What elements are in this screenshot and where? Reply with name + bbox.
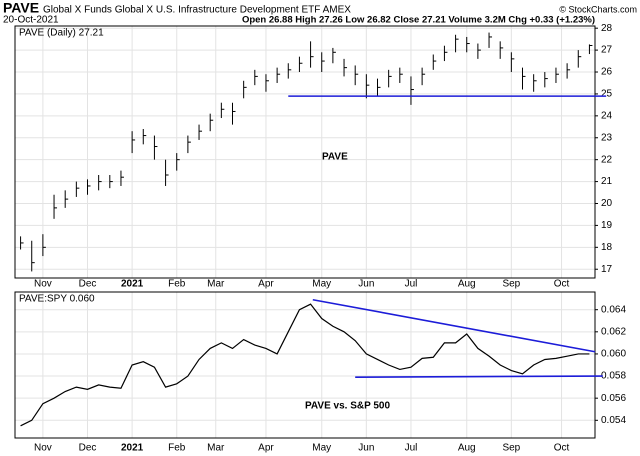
x-tick-label: 2021 <box>121 443 144 454</box>
y-tick-label: 0.060 <box>601 349 626 360</box>
y-tick-label: 19 <box>601 220 613 231</box>
x-tick-label: Sep <box>502 279 520 290</box>
y-tick-label: 17 <box>601 264 613 275</box>
x-tick-label: Nov <box>34 279 52 290</box>
plot-frame <box>14 25 596 279</box>
x-tick-label: Nov <box>34 443 52 454</box>
y-tick-label: 25 <box>601 89 613 100</box>
x-tick-label: Apr <box>258 279 274 290</box>
quote: Open 26.88 High 27.26 Low 26.82 Close 27… <box>242 15 595 26</box>
y-tick-label: 0.056 <box>601 393 626 404</box>
x-tick-label: May <box>312 279 331 290</box>
symbol: PAVE <box>3 0 39 16</box>
y-tick-label: 23 <box>601 132 613 143</box>
x-tick-label: Apr <box>258 443 274 454</box>
x-tick-label: Aug <box>458 279 476 290</box>
x-tick-label: Jul <box>405 279 418 290</box>
y-tick-label: 20 <box>601 198 613 209</box>
plot-frame <box>14 291 596 439</box>
x-tick-label: Mar <box>207 443 225 454</box>
x-tick-label: Oct <box>554 443 570 454</box>
annotation: PAVE vs. S&P 500 <box>305 401 390 412</box>
y-tick-label: 26 <box>601 67 613 78</box>
x-tick-label: 2021 <box>121 279 144 290</box>
date: 20-Oct-2021 <box>3 15 59 26</box>
x-tick-label: Feb <box>168 443 186 454</box>
x-tick-label: Dec <box>79 443 97 454</box>
trendline <box>312 298 596 353</box>
x-tick-label: Oct <box>554 279 570 290</box>
y-tick-label: 24 <box>601 110 613 121</box>
x-tick-label: Dec <box>79 279 97 290</box>
y-tick-label: 18 <box>601 242 613 253</box>
y-tick-label: 0.058 <box>601 371 626 382</box>
x-tick-label: Jun <box>358 443 374 454</box>
x-tick-label: Jun <box>358 279 374 290</box>
y-tick-label: 22 <box>601 154 613 165</box>
description: Global X Funds Global X U.S. Infrastruct… <box>43 5 351 16</box>
y-tick-label: 21 <box>601 176 613 187</box>
annotation: PAVE <box>322 152 348 163</box>
y-tick-label: 28 <box>601 23 613 34</box>
ratio-line <box>20 303 590 427</box>
x-tick-label: Mar <box>207 279 225 290</box>
legend: PAVE (Daily) 27.21 <box>19 28 104 39</box>
y-tick-label: 0.064 <box>601 304 626 315</box>
x-tick-label: Feb <box>168 279 186 290</box>
x-tick-label: Jul <box>405 443 418 454</box>
x-tick-label: May <box>312 443 331 454</box>
x-tick-label: Sep <box>502 443 520 454</box>
y-tick-label: 27 <box>601 45 613 56</box>
legend: PAVE:SPY 0.060 <box>19 294 95 305</box>
y-tick-label: 0.054 <box>601 415 626 426</box>
source: © StockCharts.com <box>559 4 637 14</box>
x-tick-label: Aug <box>458 443 476 454</box>
y-tick-label: 0.062 <box>601 326 626 337</box>
trendline <box>355 375 603 378</box>
